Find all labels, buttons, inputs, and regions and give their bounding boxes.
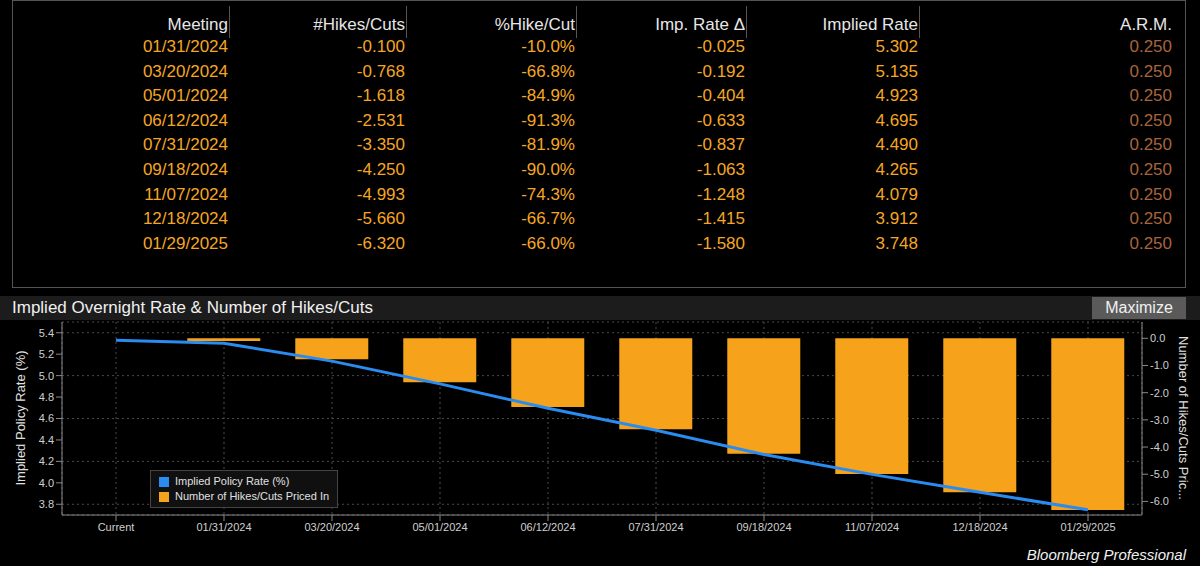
html-text:-66.7%: -66.7% [521,209,575,229]
html-text:-1.580: -1.580 [696,233,745,253]
html-text:-66.0%: -66.0% [521,233,575,253]
html-text:-81.9%: -81.9% [521,135,575,155]
svg-text:11/07/2024: 11/07/2024 [845,521,899,533]
svg-text:4.4: 4.4 [39,434,54,446]
svg-text:3.8: 3.8 [39,498,54,510]
html-text:-91.3%: -91.3% [521,110,575,130]
svg-text:01/29/2025: 01/29/2025 [1060,521,1115,533]
html-text:07/31/2024: 07/31/2024 [142,135,228,155]
svg-text:5.2: 5.2 [39,348,54,360]
svg-text:05/01/2024: 05/01/2024 [412,521,467,533]
svg-text:-3.0: -3.0 [1150,414,1169,426]
html-text:-0.025: -0.025 [696,37,745,56]
html-text:-0.192: -0.192 [696,61,745,81]
svg-text:03/20/2024: 03/20/2024 [304,521,359,533]
html-text:#Hikes/Cuts: #Hikes/Cuts [313,15,405,34]
html-text:11/07/2024: 11/07/2024 [144,184,228,204]
svg-text:01/31/2024: 01/31/2024 [196,521,251,533]
html-text:-2.531: -2.531 [356,110,405,130]
svg-text:5.4: 5.4 [39,327,54,339]
html-text:Bloomberg Professional: Bloomberg Professional [1026,546,1186,563]
html-text:Imp. Rate Δ: Imp. Rate Δ [655,15,745,34]
svg-text:06/12/2024: 06/12/2024 [520,521,575,533]
html-text:4.695: 4.695 [875,110,918,130]
svg-text:12/18/2024: 12/18/2024 [952,521,1007,533]
html-text:0.250: 0.250 [1129,37,1172,56]
html-text:-66.8%: -66.8% [521,61,575,81]
html-text:0.250: 0.250 [1129,233,1172,253]
html-text:-0.100: -0.100 [356,37,405,56]
html-text:-3.350: -3.350 [356,135,405,155]
html-text:0.250: 0.250 [1129,61,1172,81]
html-text:4.490: 4.490 [875,135,918,155]
html-text:Implied Policy Rate (%): Implied Policy Rate (%) [12,350,28,486]
html-text:5.302: 5.302 [875,37,918,56]
html-text:3.912: 3.912 [875,209,918,229]
html-text:4.265: 4.265 [875,160,918,179]
html-text:A.R.M.: A.R.M. [1120,15,1172,34]
html-text:01/31/2024: 01/31/2024 [142,37,228,56]
html-text:Implied Overnight Rate & Numbe: Implied Overnight Rate & Number of Hikes… [12,298,373,317]
svg-text:-6.0: -6.0 [1150,495,1169,507]
svg-text:4.8: 4.8 [39,391,54,403]
html-text:-0.837: -0.837 [696,135,745,155]
html-text:-4.993: -4.993 [356,184,405,204]
html-text:-5.660: -5.660 [356,209,405,229]
html-text:-74.3%: -74.3% [521,184,575,204]
html-text:-1.063: -1.063 [696,160,745,179]
svg-text:-2.0: -2.0 [1150,387,1169,399]
html-text:0.250: 0.250 [1129,209,1172,229]
html-text:01/29/2025: 01/29/2025 [142,233,228,253]
svg-text:4.2: 4.2 [39,455,54,467]
html-text:Maximize: Maximize [1105,299,1173,316]
svg-text:-4.0: -4.0 [1150,441,1169,453]
svg-text:-5.0: -5.0 [1150,468,1169,480]
html-text:5.135: 5.135 [875,61,918,81]
html-text:Number of Hikes/Cuts Pric...: Number of Hikes/Cuts Pric... [1175,336,1191,500]
html-text:-4.250: -4.250 [356,160,405,179]
html-text:-0.404: -0.404 [696,86,745,106]
html-text:Meeting: Meeting [167,15,228,34]
html-text:0.250: 0.250 [1129,86,1172,106]
html-text:-10.0%: -10.0% [521,37,575,56]
html-text:-0.633: -0.633 [696,110,745,130]
html-text:Implied Rate: Implied Rate [822,15,918,34]
html-text:-90.0%: -90.0% [521,160,575,179]
html-text:-1.248: -1.248 [696,184,745,204]
html-text:4.923: 4.923 [875,86,918,106]
svg-text:4.0: 4.0 [39,477,54,489]
svg-text:5.0: 5.0 [39,370,54,382]
html-text:Number of Hikes/Cuts Priced In: Number of Hikes/Cuts Priced In [175,490,330,502]
html-text:-84.9%: -84.9% [521,86,575,106]
html-text:Implied Policy Rate (%): Implied Policy Rate (%) [175,475,290,487]
html-text:-1.415: -1.415 [696,209,745,229]
svg-text:0.0: 0.0 [1150,332,1165,344]
svg-text:07/31/2024: 07/31/2024 [628,521,683,533]
html-text:-0.768: -0.768 [356,61,405,81]
html-text:03/20/2024: 03/20/2024 [142,61,228,81]
html-text:%Hike/Cut: %Hike/Cut [494,15,575,34]
html-text:-6.320: -6.320 [356,233,405,253]
html-text:06/12/2024: 06/12/2024 [142,110,228,130]
html-text:0.250: 0.250 [1129,160,1172,179]
html-text:-1.618: -1.618 [356,86,405,106]
svg-text:09/18/2024: 09/18/2024 [736,521,791,533]
html-text:12/18/2024: 12/18/2024 [142,209,228,229]
html-text:09/18/2024: 09/18/2024 [142,160,228,179]
html-text:0.250: 0.250 [1129,110,1172,130]
svg-text:4.6: 4.6 [39,412,54,424]
svg-text:Current: Current [98,521,135,533]
html-text:05/01/2024: 05/01/2024 [142,86,228,106]
html-text:4.079: 4.079 [875,184,918,204]
html-text:0.250: 0.250 [1129,184,1172,204]
html-text:0.250: 0.250 [1129,135,1172,155]
svg-text:-1.0: -1.0 [1150,359,1169,371]
html-text:3.748: 3.748 [875,233,918,253]
